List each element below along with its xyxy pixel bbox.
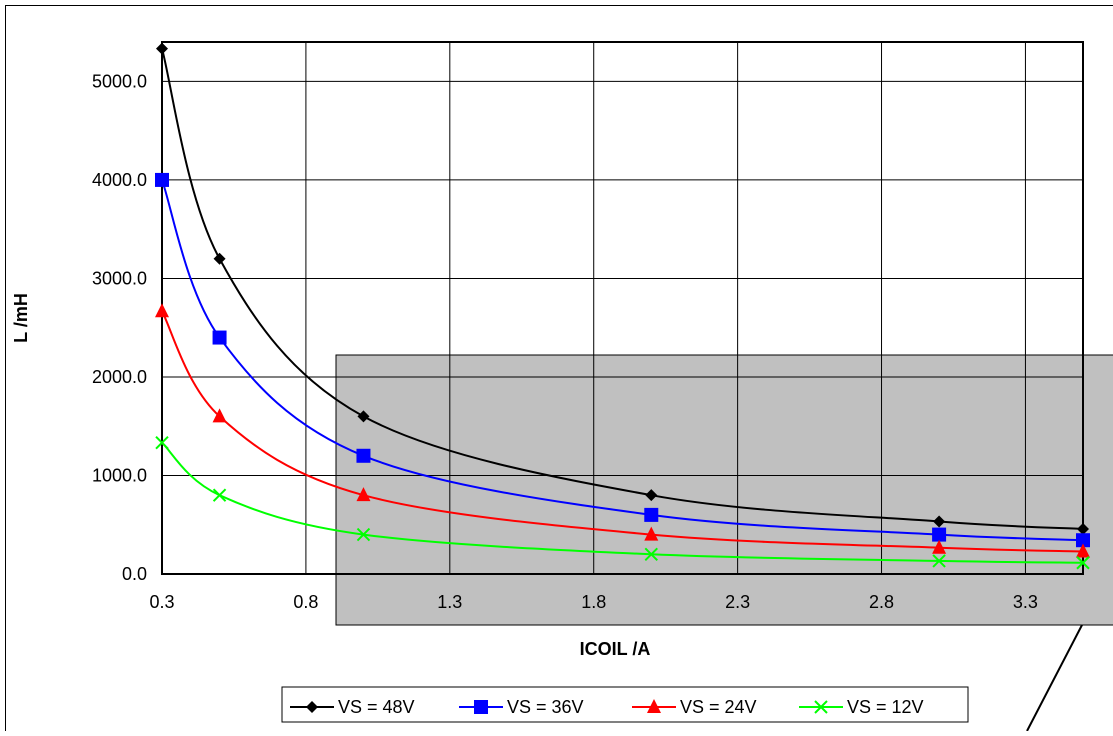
legend-label: VS = 24V xyxy=(680,697,757,717)
x-tick-label: 1.8 xyxy=(581,592,606,612)
y-tick-label: 1000.0 xyxy=(92,465,147,485)
x-tick-label: 0.3 xyxy=(149,592,174,612)
legend: VS = 48V VS = 36V VS = 24V VS = 12V xyxy=(282,687,968,722)
legend-marker xyxy=(474,700,488,714)
legend-label: VS = 12V xyxy=(847,697,924,717)
data-point xyxy=(213,331,227,345)
y-tick-label: 3000.0 xyxy=(92,268,147,288)
x-tick-label: 1.3 xyxy=(437,592,462,612)
x-tick-label: 2.8 xyxy=(869,592,894,612)
legend-label: VS = 36V xyxy=(507,697,584,717)
highlight-region xyxy=(336,355,1113,625)
data-point xyxy=(155,173,169,187)
y-tick-label: 2000.0 xyxy=(92,367,147,387)
data-point xyxy=(356,449,370,463)
data-point xyxy=(932,528,946,542)
legend-label: VS = 48V xyxy=(338,697,415,717)
x-tick-label: 2.3 xyxy=(725,592,750,612)
x-axis-title: ICOIL /A xyxy=(580,639,651,659)
x-tick-label: 3.3 xyxy=(1013,592,1038,612)
y-tick-label: 0.0 xyxy=(122,564,147,584)
data-point xyxy=(644,508,658,522)
y-axis-title: L /mH xyxy=(11,293,31,343)
legend-item: VS = 36V xyxy=(459,697,584,717)
x-tick-label: 0.8 xyxy=(293,592,318,612)
y-tick-label: 4000.0 xyxy=(92,170,147,190)
y-tick-label: 5000.0 xyxy=(92,71,147,91)
